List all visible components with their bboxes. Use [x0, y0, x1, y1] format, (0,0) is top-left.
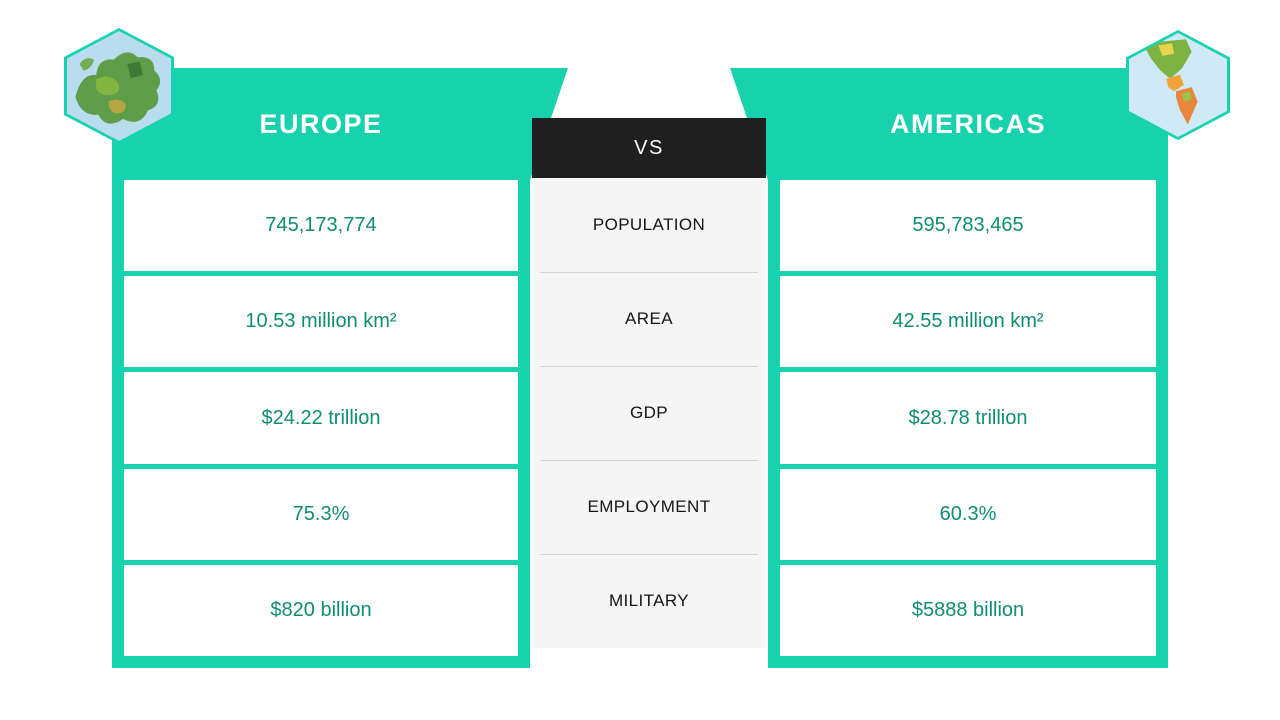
- category-label-military: MILITARY: [532, 554, 766, 648]
- americas-employment-value: 60.3%: [780, 468, 1156, 560]
- category-label-area: AREA: [532, 272, 766, 366]
- americas-panel: AMERICAS 595,783,465 42.55 million km² $…: [730, 68, 1168, 668]
- americas-map-graphic: [1129, 33, 1227, 137]
- europe-map-graphic: [67, 31, 171, 141]
- europe-population-value: 745,173,774: [124, 180, 518, 272]
- category-label-population: POPULATION: [592, 215, 706, 234]
- americas-map-icon: [1129, 33, 1227, 137]
- americas-area-value: 42.55 million km²: [780, 276, 1156, 368]
- americas-panel-title: AMERICAS: [889, 108, 1046, 139]
- europe-panel: EUROPE 745,173,774 10.53 million km² $24…: [112, 68, 568, 668]
- europe-values-column: 745,173,774 10.53 million km² $24.22 tri…: [124, 180, 518, 657]
- europe-employment-value: 75.3%: [124, 468, 518, 560]
- americas-values-column: 595,783,465 42.55 million km² $28.78 tri…: [780, 180, 1156, 657]
- americas-military-value: $5888 billion: [780, 564, 1156, 657]
- americas-population-value: 595,783,465: [780, 180, 1156, 272]
- category-label-gdp: GDP: [532, 366, 766, 460]
- europe-area-value: 10.53 million km²: [124, 276, 518, 368]
- americas-map-hexagon: [1126, 30, 1230, 140]
- americas-gdp-value: $28.78 trillion: [780, 372, 1156, 464]
- category-label-employment: EMPLOYMENT: [532, 460, 766, 554]
- europe-gdp-value: $24.22 trillion: [124, 372, 518, 464]
- europe-map-icon: [67, 31, 171, 141]
- vs-header: VS: [532, 118, 766, 178]
- category-column: POPULATION AREA GDP EMPLOYMENT MILITARY: [532, 178, 766, 648]
- europe-panel-title: EUROPE: [259, 108, 383, 139]
- europe-military-value: $820 billion: [124, 564, 518, 657]
